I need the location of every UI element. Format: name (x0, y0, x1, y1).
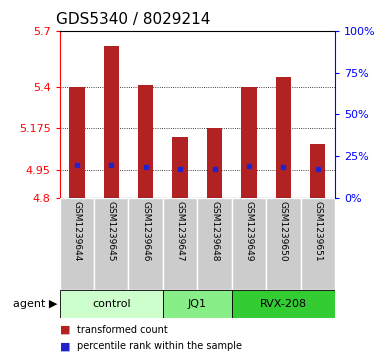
Bar (69, 86, 85, 198)
Text: GSM1239649: GSM1239649 (244, 201, 253, 261)
Text: GSM1239648: GSM1239648 (210, 201, 219, 261)
Text: GDS5340 / 8029214: GDS5340 / 8029214 (56, 12, 210, 27)
Text: ■: ■ (60, 341, 70, 351)
Bar (232, 290, 335, 318)
Bar (232, 198, 266, 290)
Bar (104, 46, 119, 198)
Text: GSM1239650: GSM1239650 (279, 201, 288, 261)
Text: transformed count: transformed count (77, 325, 168, 335)
Bar (60, 198, 94, 290)
Bar (241, 86, 257, 198)
Bar (163, 198, 197, 290)
Text: GSM1239647: GSM1239647 (176, 201, 185, 261)
Text: RVX-208: RVX-208 (260, 299, 307, 309)
Bar (276, 77, 291, 198)
Bar (207, 128, 222, 198)
Text: GSM1239644: GSM1239644 (72, 201, 81, 261)
Text: GSM1239651: GSM1239651 (313, 201, 322, 261)
Text: GSM1239646: GSM1239646 (141, 201, 150, 261)
Bar (310, 144, 325, 198)
Text: ■: ■ (60, 325, 70, 335)
Bar (266, 198, 301, 290)
Text: JQ1: JQ1 (188, 299, 207, 309)
Text: percentile rank within the sample: percentile rank within the sample (77, 341, 242, 351)
Bar (172, 136, 188, 198)
Bar (94, 198, 129, 290)
Bar (138, 85, 154, 198)
Bar (197, 198, 232, 290)
Bar (163, 290, 232, 318)
Text: GSM1239645: GSM1239645 (107, 201, 116, 261)
Bar (301, 198, 335, 290)
Text: agent ▶: agent ▶ (13, 299, 58, 309)
Bar (60, 290, 163, 318)
Text: control: control (92, 299, 131, 309)
Bar (129, 198, 163, 290)
